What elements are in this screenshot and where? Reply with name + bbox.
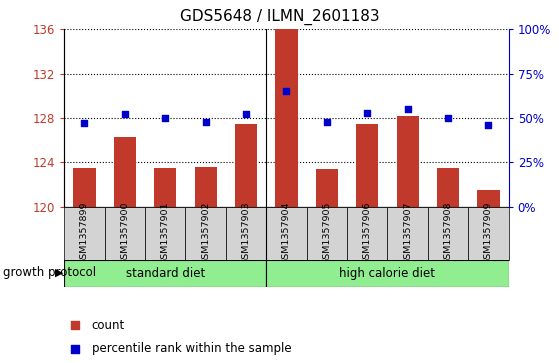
Bar (396, 116, 419, 207)
Text: GSM1357908: GSM1357908 (444, 201, 453, 265)
Bar (356, 123, 378, 207)
Bar (266, 207, 307, 260)
Text: GSM1357900: GSM1357900 (120, 201, 129, 265)
Bar (235, 123, 257, 207)
Text: growth protocol: growth protocol (3, 266, 96, 280)
Bar (468, 207, 509, 260)
Text: GSM1357901: GSM1357901 (161, 201, 170, 265)
Point (161, 115, 170, 121)
Bar (154, 168, 177, 207)
Text: GSM1357904: GSM1357904 (282, 201, 291, 265)
Bar (64, 207, 105, 260)
Bar (428, 207, 468, 260)
Bar (226, 207, 266, 260)
Bar (73, 168, 96, 207)
Bar (114, 137, 136, 207)
Bar (387, 207, 428, 260)
Text: GSM1357903: GSM1357903 (241, 201, 250, 265)
Text: GSM1357907: GSM1357907 (403, 201, 412, 265)
Point (323, 119, 331, 125)
Text: high calorie diet: high calorie diet (339, 267, 435, 280)
Bar (266, 260, 509, 287)
Bar (195, 167, 217, 207)
Text: GSM1357905: GSM1357905 (323, 201, 331, 265)
Text: percentile rank within the sample: percentile rank within the sample (92, 342, 291, 355)
Point (403, 106, 412, 112)
Point (282, 88, 291, 94)
Bar (477, 190, 500, 207)
Point (363, 110, 372, 115)
Bar (276, 24, 297, 207)
Bar (307, 207, 347, 260)
Text: GSM1357906: GSM1357906 (363, 201, 372, 265)
Point (80, 121, 89, 126)
Bar (437, 168, 459, 207)
Bar (347, 207, 387, 260)
Point (462, 24, 471, 30)
Bar (186, 207, 226, 260)
Text: ▶: ▶ (55, 268, 63, 278)
Bar (105, 207, 145, 260)
Text: GSM1357902: GSM1357902 (201, 201, 210, 265)
Point (201, 119, 210, 125)
Point (241, 111, 250, 117)
Bar (145, 207, 186, 260)
Text: count: count (92, 319, 125, 332)
Bar (316, 169, 338, 207)
Text: standard diet: standard diet (126, 267, 205, 280)
Point (484, 122, 493, 128)
Text: GDS5648 / ILMN_2601183: GDS5648 / ILMN_2601183 (179, 9, 380, 25)
Point (444, 115, 453, 121)
Point (462, 238, 471, 244)
Text: GSM1357899: GSM1357899 (80, 201, 89, 265)
Text: GSM1357909: GSM1357909 (484, 201, 493, 265)
Bar (64, 260, 266, 287)
Point (120, 111, 129, 117)
